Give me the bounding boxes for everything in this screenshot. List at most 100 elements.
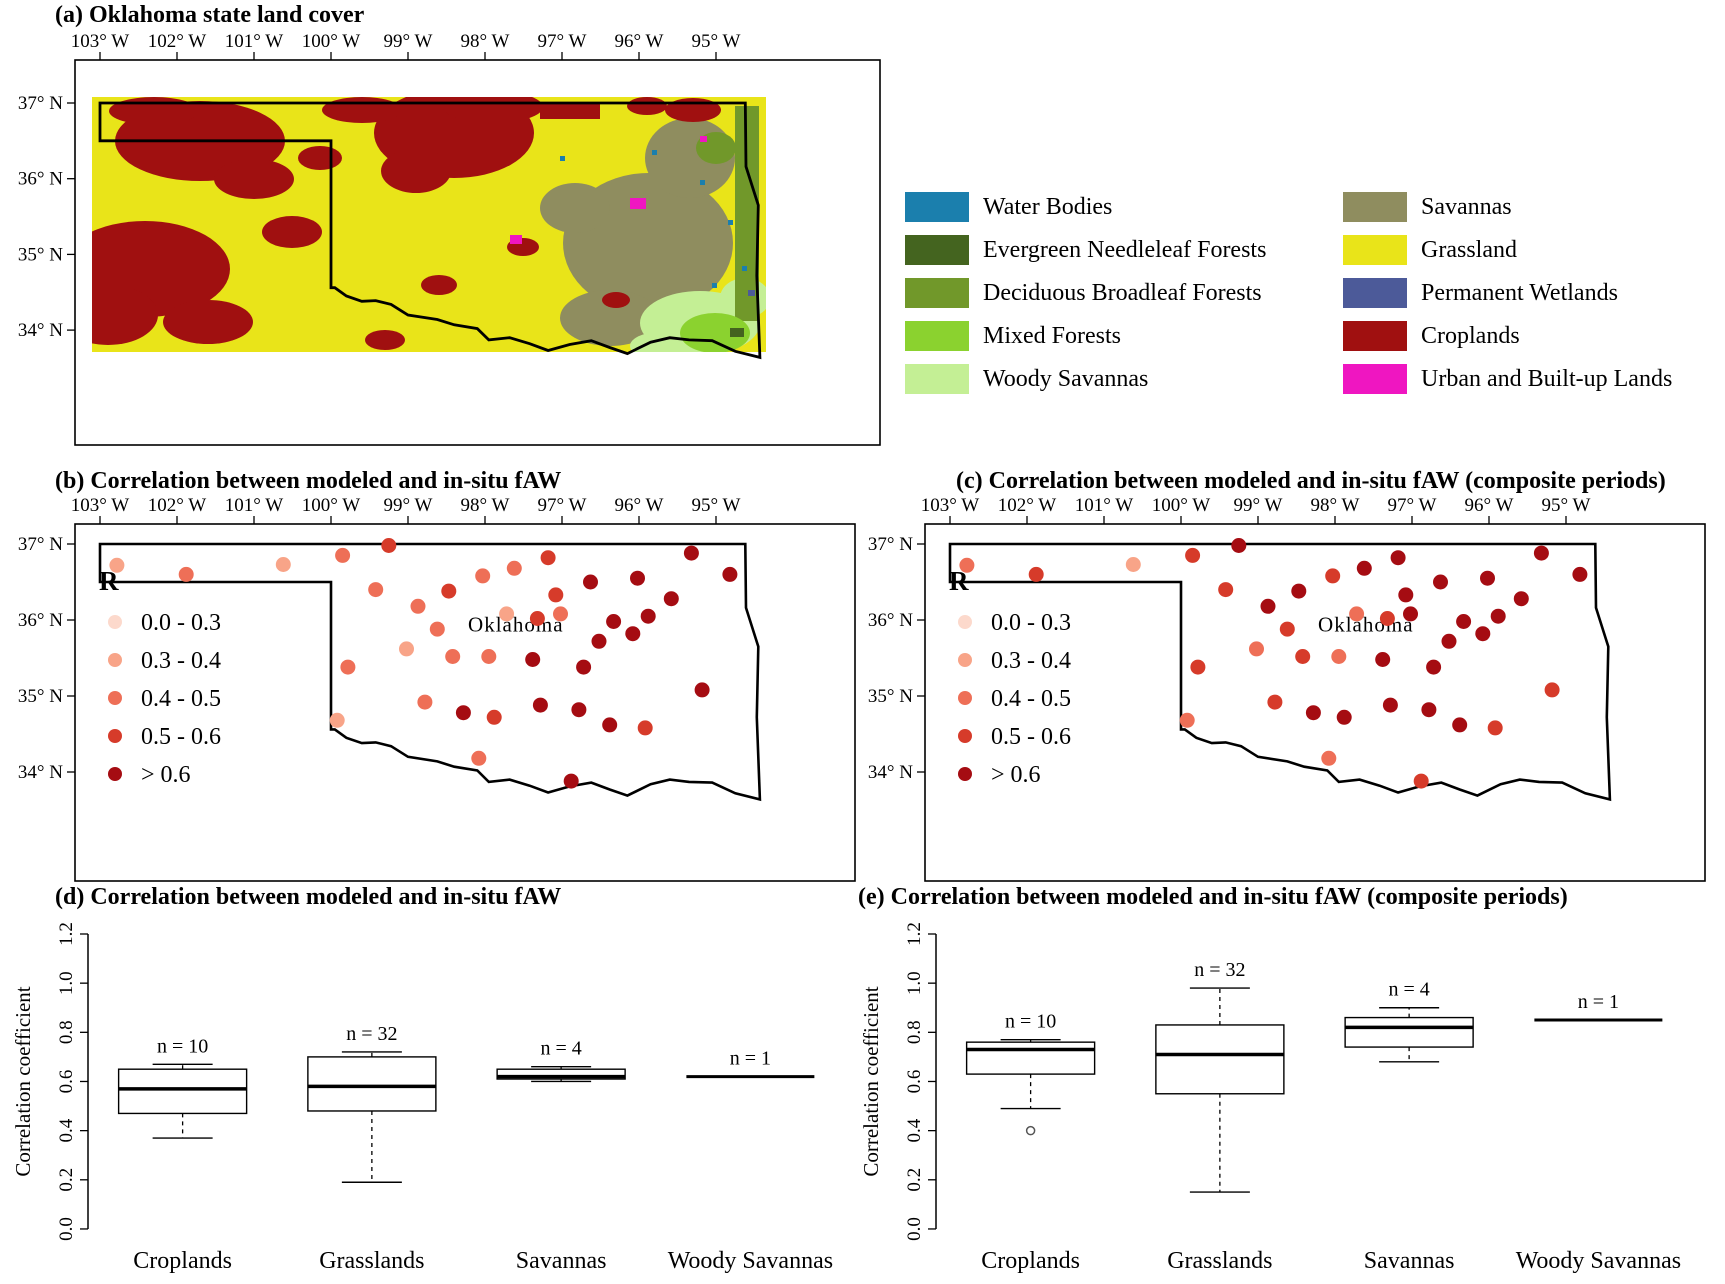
r-legend-dot: [958, 615, 972, 629]
panel-b-title: (b) Correlation between modeled and in-s…: [55, 468, 562, 494]
legend-label: Evergreen Needleleaf Forests: [983, 236, 1267, 263]
station-dot: [625, 626, 641, 642]
water-patch: [700, 180, 705, 185]
y-tick-label: 1.2: [904, 922, 925, 946]
lon-tick-label: 103° W: [71, 495, 130, 516]
station-dot: [606, 614, 622, 629]
enf-patch: [730, 328, 744, 337]
station-dot: [417, 694, 433, 710]
crop-patch: [365, 330, 405, 350]
r-legend-dot: [958, 767, 972, 781]
water-patch: [712, 283, 717, 288]
landcover-raster: [92, 97, 766, 352]
r-legend-label: 0.3 - 0.4: [141, 648, 221, 674]
category-label: Croplands: [133, 1248, 232, 1274]
lat-tick-label: 37° N: [868, 534, 913, 555]
lon-tick-label: 95° W: [692, 31, 741, 52]
legend-swatch-grass: [1343, 235, 1407, 265]
lon-tick-label: 97° W: [538, 495, 587, 516]
r-legend-label: 0.3 - 0.4: [991, 648, 1071, 674]
n-count-label: n = 32: [1194, 959, 1245, 981]
station-dot: [1331, 649, 1347, 664]
lat-tick-label: 34° N: [868, 762, 913, 783]
box: [1155, 1024, 1285, 1095]
legend-item-crop: Croplands: [1343, 321, 1725, 351]
legend-swatch-crop: [1343, 321, 1407, 351]
r-legend-dot: [108, 653, 122, 667]
station-dot: [455, 705, 471, 721]
station-dot: [1398, 587, 1414, 603]
station-dot: [553, 606, 568, 622]
station-dot: [591, 633, 607, 649]
category-label: Woody Savannas: [1516, 1248, 1681, 1274]
lon-tick-label: 96° W: [1465, 495, 1514, 516]
station-dot: [1487, 720, 1503, 736]
crop-patch: [627, 97, 667, 115]
lat-tick-label: 35° N: [18, 686, 63, 707]
y-tick-label: 0.2: [904, 1168, 925, 1192]
station-dot: [1218, 582, 1234, 598]
y-tick-label: 0.6: [56, 1070, 77, 1094]
box: [496, 1068, 626, 1080]
legend-label: Grassland: [1421, 236, 1517, 263]
station-dot: [1185, 547, 1201, 563]
station-dot: [1452, 717, 1468, 733]
legend-label: Water Bodies: [983, 193, 1113, 220]
water-patch: [728, 220, 733, 225]
y-tick-label: 1.2: [56, 922, 77, 946]
legend-swatch-savanna: [1343, 192, 1407, 222]
r-legend-label: 0.0 - 0.3: [991, 610, 1071, 636]
lat-tick-label: 36° N: [868, 610, 913, 631]
crop-patch: [92, 285, 158, 345]
station-dot: [602, 717, 618, 733]
r-legend-label: 0.4 - 0.5: [991, 686, 1071, 712]
station-dot: [475, 568, 491, 584]
n-count-label: n = 1: [1578, 991, 1619, 1013]
savanna-patch: [540, 183, 610, 233]
station-dot: [663, 591, 679, 607]
station-dot: [1295, 649, 1311, 664]
station-dot: [381, 538, 397, 553]
crop-patch: [298, 146, 342, 170]
legend-swatch-wetland: [1343, 278, 1407, 308]
legend-swatch-dbf: [905, 278, 969, 308]
lon-tick-label: 103° W: [71, 31, 130, 52]
station-dot: [1375, 652, 1391, 667]
legend-label: Savannas: [1421, 193, 1512, 220]
urban-patch: [630, 198, 646, 209]
legend-label: Mixed Forests: [983, 322, 1121, 349]
landcover-legend-column: Savannas Grassland Permanent Wetlands Cropl…: [1343, 192, 1725, 407]
legend-label: Croplands: [1421, 322, 1520, 349]
station-dot: [441, 583, 457, 599]
r-legend-dot: [108, 729, 122, 743]
lon-tick-label: 95° W: [1542, 495, 1591, 516]
station-dot: [1190, 659, 1206, 675]
station-dot: [1231, 538, 1247, 553]
lon-tick-label: 99° W: [384, 31, 433, 52]
boxplot-e: 0.0 0.2 0.4 0.6 0.8 1.0 1.2 Correlation coeffic…: [859, 922, 1681, 1274]
n-count-label: n = 10: [157, 1035, 208, 1057]
r-legend-label: 0.0 - 0.3: [141, 610, 221, 636]
state-outline: [98, 101, 762, 360]
correlation-map-b: 103° W 102° W 101° W 100° W 99° W 98° W 97° W 9…: [18, 495, 856, 882]
legend-swatch-enf: [905, 235, 969, 265]
station-dot: [399, 641, 414, 657]
crop-patch: [540, 103, 600, 119]
category-label: Grasslands: [319, 1248, 424, 1274]
outlier-point: [1025, 1125, 1036, 1136]
station-dot: [1475, 626, 1491, 642]
lon-tick-label: 98° W: [1311, 495, 1360, 516]
station-dot: [525, 652, 541, 667]
crop-patch: [381, 149, 451, 193]
landcover-legend: Water Bodies Evergreen Needleleaf Forests…: [905, 192, 1725, 407]
box: [307, 1056, 437, 1112]
lon-tick-label: 101° W: [225, 495, 284, 516]
station-dot: [1325, 568, 1341, 584]
lon-tick-label: 102° W: [148, 495, 207, 516]
lat-tick-label: 37° N: [18, 93, 63, 114]
station-dot: [1249, 641, 1264, 657]
category-label: Savannas: [516, 1248, 607, 1274]
station-dot: [683, 545, 699, 561]
lon-tick-label: 100° W: [1152, 495, 1211, 516]
lat-tick-label: 36° N: [18, 169, 63, 190]
